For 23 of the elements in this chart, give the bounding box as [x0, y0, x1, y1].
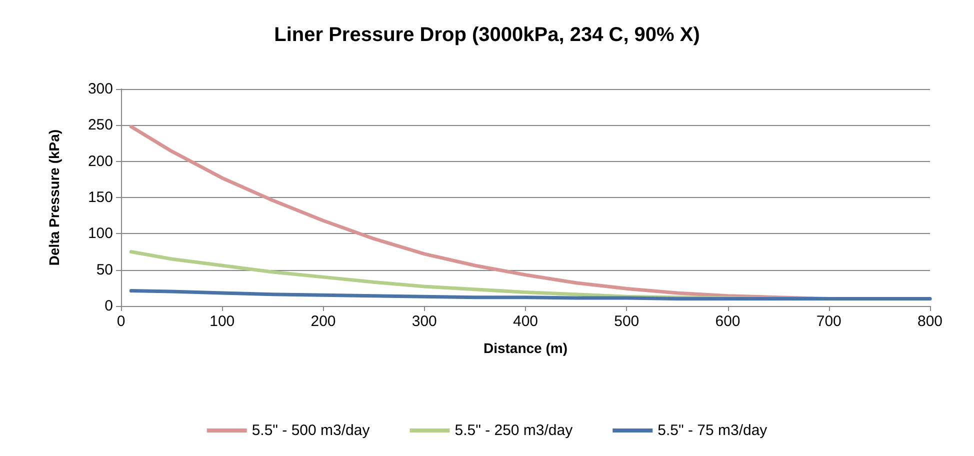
- y-tick-label: 200: [88, 152, 113, 170]
- y-tick-label: 100: [88, 225, 113, 242]
- y-tick-label: 250: [88, 116, 113, 134]
- y-tick-label: 0: [104, 298, 113, 314]
- y-tick-label: 50: [96, 261, 113, 278]
- legend-label: 5.5" - 250 m3/day: [454, 422, 574, 439]
- y-tick-label: 150: [88, 189, 113, 206]
- legend-label: 5.5" - 75 m3/day: [658, 422, 768, 439]
- x-tick-label: 400: [512, 313, 538, 330]
- x-tick-label: 100: [210, 313, 235, 330]
- y-axis-title: Delta Pressure (kPa): [46, 129, 62, 266]
- legend-label: 5.5" - 500 m3/day: [252, 422, 370, 439]
- y-tick-label: 300: [88, 80, 113, 98]
- line-series: [129, 289, 932, 301]
- x-tick-label: 700: [816, 313, 842, 330]
- x-tick-label: 200: [310, 313, 336, 330]
- x-axis-title: Distance (m): [483, 340, 568, 356]
- x-tick-label: 0: [116, 313, 126, 330]
- x-tick-label: 300: [412, 313, 437, 330]
- chart-title: Liner Pressure Drop (3000kPa, 234 C, 90% X): [274, 24, 700, 46]
- x-tick-label: 500: [614, 313, 640, 330]
- x-tick-label: 800: [917, 313, 943, 330]
- x-tick-label: 600: [715, 313, 740, 330]
